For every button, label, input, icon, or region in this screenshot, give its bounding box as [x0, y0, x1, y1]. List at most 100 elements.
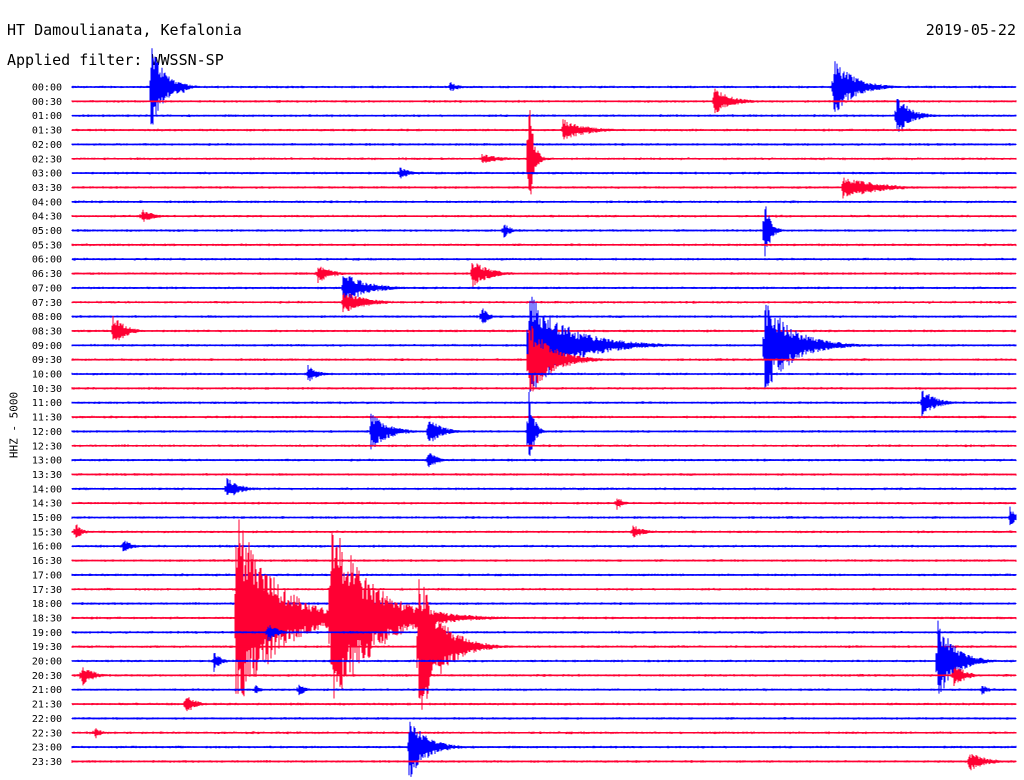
seismic-trace [71, 478, 1017, 496]
row-label: 00:30 [32, 97, 62, 108]
seismic-trace [71, 177, 1017, 199]
traces [71, 48, 1017, 777]
record-date: 2019-05-22 [925, 21, 1016, 39]
row-label: 02:30 [32, 154, 62, 165]
row-label: 18:30 [32, 613, 62, 624]
seismic-trace [71, 602, 1017, 605]
row-label: 07:00 [32, 283, 62, 294]
row-label: 09:00 [32, 341, 62, 352]
station-title: HT Damoulianata, Kefalonia [7, 21, 242, 39]
row-label: 14:30 [32, 499, 62, 510]
seismic-trace [71, 506, 1017, 526]
row-label: 17:00 [32, 570, 62, 581]
row-label: 20:30 [32, 671, 62, 682]
seismic-trace [71, 573, 1017, 577]
seismic-trace [71, 625, 1017, 641]
row-label: 19:00 [32, 628, 62, 639]
seismic-trace [71, 415, 1017, 419]
seismic-trace [71, 386, 1017, 390]
seismic-trace [71, 365, 1017, 382]
seismic-trace [71, 257, 1017, 261]
seismic-trace [71, 308, 1017, 324]
row-label: 13:30 [32, 470, 62, 481]
row-label: 10:00 [32, 370, 62, 381]
seismic-trace [71, 453, 1017, 468]
seismic-trace [71, 754, 1017, 771]
row-label: 05:30 [32, 240, 62, 251]
row-label: 12:30 [32, 441, 62, 452]
seismic-trace [71, 473, 1017, 476]
seismic-trace [71, 200, 1017, 204]
row-label: 11:30 [32, 413, 62, 424]
seismic-trace [71, 697, 1017, 712]
row-label: 11:00 [32, 398, 62, 409]
row-label: 10:30 [32, 384, 62, 395]
seismic-trace [71, 667, 1017, 686]
seismic-trace [71, 559, 1017, 562]
seismic-trace [71, 524, 1017, 538]
seismic-trace [71, 620, 1017, 694]
seismic-trace [71, 99, 1017, 132]
seismic-trace [71, 519, 1017, 699]
seismic-trace [71, 88, 1017, 114]
row-label: 18:00 [32, 599, 62, 610]
row-label: 00:00 [32, 83, 62, 94]
row-label: 09:30 [32, 355, 62, 366]
row-label: 01:00 [32, 111, 62, 122]
row-label: 12:00 [32, 427, 62, 438]
seismic-trace [71, 498, 1017, 510]
row-label: 21:30 [32, 700, 62, 711]
row-label: 03:30 [32, 183, 62, 194]
filter-label: Applied filter: WWSSN-SP [7, 51, 224, 69]
seismic-trace [71, 721, 1017, 777]
row-label: 01:30 [32, 126, 62, 137]
seismic-trace [71, 444, 1017, 448]
seismic-trace [71, 209, 1017, 222]
row-label: 04:30 [32, 212, 62, 223]
seismic-trace [71, 390, 1017, 417]
row-label: 23:00 [32, 743, 62, 754]
seismic-trace [71, 243, 1017, 247]
row-label: 16:30 [32, 556, 62, 567]
row-label: 20:00 [32, 657, 62, 668]
seismic-trace [71, 579, 1017, 710]
seismic-trace [71, 540, 1017, 552]
seismic-trace [71, 263, 1017, 287]
seismic-trace [71, 293, 1017, 313]
seismic-trace [71, 296, 1017, 392]
seismic-trace [71, 587, 1017, 591]
row-label: 16:00 [32, 542, 62, 553]
row-label: 07:30 [32, 298, 62, 309]
row-label: 03:00 [32, 169, 62, 180]
row-label: 15:00 [32, 513, 62, 524]
row-label: 06:00 [32, 255, 62, 266]
seismic-trace [71, 48, 1017, 125]
seismic-trace [71, 206, 1017, 257]
row-labels: 00:00 00:30 01:00 01:30 02:00 02:30 03:00 03:30… [32, 83, 62, 768]
row-label: 17:30 [32, 585, 62, 596]
row-label: 05:00 [32, 226, 62, 237]
seismic-trace [71, 167, 1017, 179]
seismic-trace [71, 728, 1017, 739]
row-label: 14:00 [32, 484, 62, 495]
seismic-trace [71, 326, 1017, 392]
seismic-trace [71, 392, 1017, 456]
row-label: 15:30 [32, 527, 62, 538]
row-label: 02:00 [32, 140, 62, 151]
row-label: 22:30 [32, 728, 62, 739]
seismic-trace [71, 316, 1017, 341]
row-label: 23:30 [32, 757, 62, 768]
row-label: 04:00 [32, 197, 62, 208]
seismic-trace [71, 276, 1017, 305]
row-label: 08:00 [32, 312, 62, 323]
row-label: 22:00 [32, 714, 62, 725]
seismic-trace [71, 110, 1017, 195]
seismic-trace [71, 684, 1017, 696]
seismic-trace [71, 717, 1017, 720]
seismic-trace [71, 119, 1017, 140]
row-label: 19:30 [32, 642, 62, 653]
seismic-trace [71, 143, 1017, 146]
row-label: 06:30 [32, 269, 62, 280]
row-label: 13:00 [32, 456, 62, 467]
